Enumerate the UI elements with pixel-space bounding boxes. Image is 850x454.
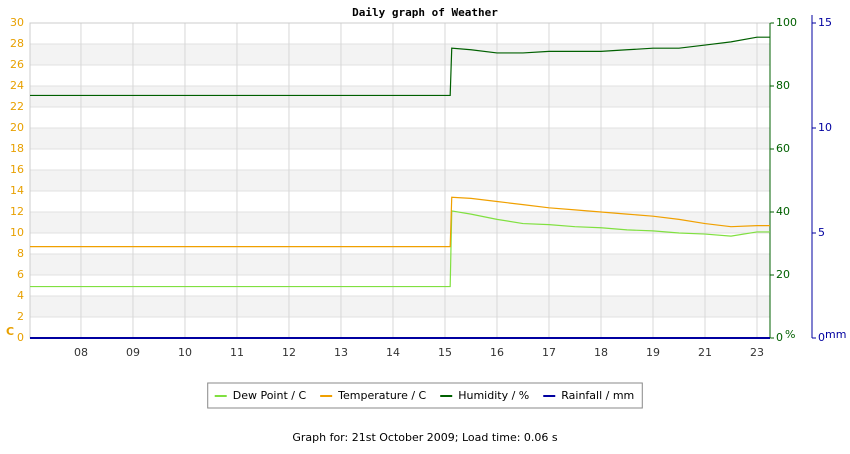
footer: Graph for: 21st October 2009; Load time:… [292, 431, 558, 444]
grid-band [30, 254, 770, 275]
x-tick-label: 13 [334, 346, 348, 359]
y-tick-label: 10 [10, 226, 24, 239]
x-tick-label: 08 [74, 346, 88, 359]
y2-tick-label: 60 [776, 142, 790, 155]
y-tick-label: 22 [10, 100, 24, 113]
y-tick-label: 28 [10, 37, 24, 50]
y-tick-label: 14 [10, 184, 24, 197]
y-tick-label: 4 [17, 289, 24, 302]
y-tick-label: 24 [10, 79, 24, 92]
y-tick-label: 26 [10, 58, 24, 71]
x-tick-label: 12 [282, 346, 296, 359]
y-tick-label: 6 [17, 268, 24, 281]
y2-tick-label: 40 [776, 205, 790, 218]
series-line [30, 36, 770, 97]
y-tick-label: 16 [10, 163, 24, 176]
legend-label: Humidity / % [458, 389, 529, 402]
y-tick-label: 2 [17, 310, 24, 323]
grid-band [30, 212, 770, 233]
chart-title: Daily graph of Weather [352, 6, 498, 19]
x-tick-label: 17 [542, 346, 556, 359]
y3-tick-label: 10 [818, 121, 832, 134]
series-line [30, 210, 770, 288]
y3-tick-label: 5 [818, 226, 825, 239]
y3-tick-label: 0 [818, 331, 825, 344]
y2-axis-label: % [785, 328, 795, 341]
legend-label: Temperature / C [337, 389, 426, 402]
y-tick-label: 0 [17, 331, 24, 344]
legend-label: Rainfall / mm [561, 389, 634, 402]
grid-band [30, 86, 770, 107]
y2-tick-label: 100 [776, 16, 797, 29]
x-tick-label: 16 [490, 346, 504, 359]
grid-band [30, 128, 770, 149]
x-tick-label: 21 [698, 346, 712, 359]
y3-axis-label: mm [825, 328, 846, 341]
y-tick-label: 30 [10, 16, 24, 29]
y-tick-label: 18 [10, 142, 24, 155]
y3-tick-label: 15 [818, 16, 832, 29]
x-tick-label: 11 [230, 346, 244, 359]
y-tick-label: 12 [10, 205, 24, 218]
y-tick-label: 20 [10, 121, 24, 134]
series-line [30, 196, 770, 248]
legend-box [207, 382, 643, 409]
y2-tick-label: 0 [776, 331, 783, 344]
x-tick-label: 14 [386, 346, 400, 359]
y2-tick-label: 20 [776, 268, 790, 281]
x-tick-label: 10 [178, 346, 192, 359]
grid-band [30, 44, 770, 65]
y-tick-label: 8 [17, 247, 24, 260]
x-tick-label: 19 [646, 346, 660, 359]
y2-tick-label: 80 [776, 79, 790, 92]
x-tick-label: 18 [594, 346, 608, 359]
grid-band [30, 170, 770, 191]
x-tick-label: 09 [126, 346, 140, 359]
x-tick-label: 15 [438, 346, 452, 359]
legend-label: Dew Point / C [233, 389, 307, 402]
x-tick-label: 23 [750, 346, 764, 359]
y-axis-label: C [6, 325, 14, 338]
legend: Dew Point / C Temperature / C Humidity / %… [207, 382, 643, 409]
grid-band [30, 296, 770, 317]
